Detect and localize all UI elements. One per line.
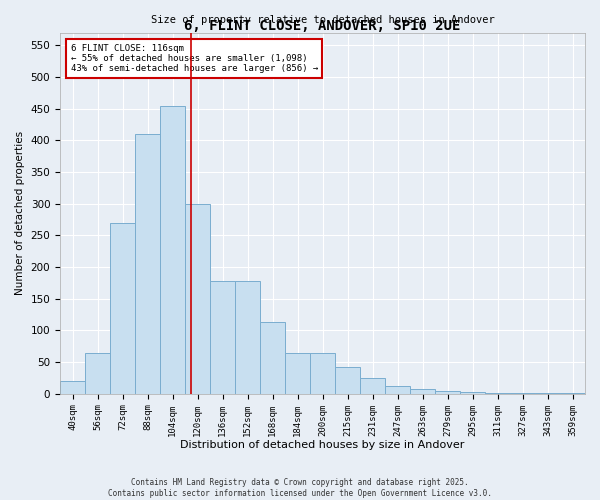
Bar (335, 366, 360, 394)
Bar (85, 352, 110, 394)
Bar (510, 393, 535, 394)
Bar (160, 106, 185, 394)
Bar (185, 204, 210, 394)
X-axis label: Distribution of detached houses by size in Andover: Distribution of detached houses by size … (181, 440, 465, 450)
Bar (110, 223, 135, 394)
Bar (210, 281, 235, 394)
Text: Size of property relative to detached houses in Andover: Size of property relative to detached ho… (151, 16, 494, 26)
Bar (60, 381, 85, 394)
Bar (285, 352, 310, 394)
Bar (385, 386, 410, 394)
Bar (135, 134, 160, 394)
Bar (560, 392, 585, 394)
Y-axis label: Number of detached properties: Number of detached properties (15, 131, 25, 296)
Text: Contains HM Land Registry data © Crown copyright and database right 2025.
Contai: Contains HM Land Registry data © Crown c… (108, 478, 492, 498)
Bar (485, 392, 510, 394)
Bar (235, 281, 260, 394)
Bar (360, 378, 385, 394)
Bar (410, 389, 435, 394)
Bar (260, 322, 285, 394)
Bar (435, 390, 460, 394)
Bar (310, 352, 335, 394)
Bar (535, 393, 560, 394)
Text: 6 FLINT CLOSE: 116sqm
← 55% of detached houses are smaller (1,098)
43% of semi-d: 6 FLINT CLOSE: 116sqm ← 55% of detached … (71, 44, 318, 74)
Title: 6, FLINT CLOSE, ANDOVER, SP10 2UE: 6, FLINT CLOSE, ANDOVER, SP10 2UE (184, 18, 461, 32)
Bar (460, 392, 485, 394)
